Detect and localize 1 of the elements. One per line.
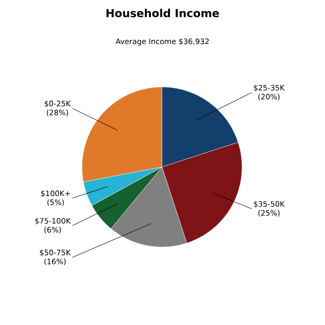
chart-title: Household Income bbox=[106, 8, 219, 18]
